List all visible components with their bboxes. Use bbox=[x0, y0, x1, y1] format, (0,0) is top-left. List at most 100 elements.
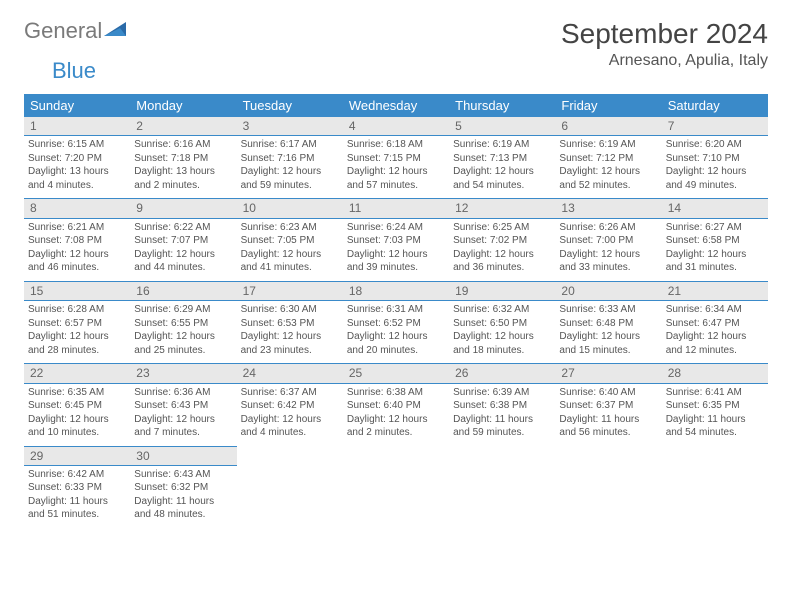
sunrise-line: Sunrise: 6:41 AM bbox=[666, 386, 764, 400]
sunset-line: Sunset: 6:57 PM bbox=[28, 317, 126, 331]
title-block: September 2024 Arnesano, Apulia, Italy bbox=[561, 18, 768, 70]
daylight-line-1: Daylight: 12 hours bbox=[559, 165, 657, 179]
sunset-line: Sunset: 7:07 PM bbox=[134, 234, 232, 248]
day-number-cell: 5 bbox=[449, 117, 555, 136]
sunrise-line: Sunrise: 6:21 AM bbox=[28, 221, 126, 235]
day-number-cell: 18 bbox=[343, 281, 449, 300]
sunset-line: Sunset: 7:10 PM bbox=[666, 152, 764, 166]
daylight-line-2: and 2 minutes. bbox=[134, 179, 232, 193]
day-detail-cell: Sunrise: 6:25 AMSunset: 7:02 PMDaylight:… bbox=[449, 218, 555, 281]
day-number-cell: 14 bbox=[662, 199, 768, 218]
sunrise-line: Sunrise: 6:15 AM bbox=[28, 138, 126, 152]
daylight-line-1: Daylight: 12 hours bbox=[666, 248, 764, 262]
day-detail-row: Sunrise: 6:35 AMSunset: 6:45 PM Daylight:… bbox=[24, 383, 768, 446]
day-number-cell: 11 bbox=[343, 199, 449, 218]
day-number-cell: 20 bbox=[555, 281, 661, 300]
sunset-line: Sunset: 7:20 PM bbox=[28, 152, 126, 166]
daylight-line-2: and 4 minutes. bbox=[28, 179, 126, 193]
sunrise-line: Sunrise: 6:30 AM bbox=[241, 303, 339, 317]
sunset-line: Sunset: 6:37 PM bbox=[559, 399, 657, 413]
sunset-line: Sunset: 7:08 PM bbox=[28, 234, 126, 248]
day-detail-cell bbox=[237, 465, 343, 528]
daylight-line-1: Daylight: 11 hours bbox=[559, 413, 657, 427]
day-detail-cell: Sunrise: 6:31 AMSunset: 6:52 PMDaylight:… bbox=[343, 301, 449, 364]
day-detail-cell: Sunrise: 6:28 AMSunset: 6:57 PMDaylight:… bbox=[24, 301, 130, 364]
day-detail-cell: Sunrise: 6:20 AMSunset: 7:10 PMDaylight:… bbox=[662, 136, 768, 199]
sunset-line: Sunset: 6:45 PM bbox=[28, 399, 126, 413]
daylight-line-1: Daylight: 13 hours bbox=[134, 165, 232, 179]
day-detail-cell: Sunrise: 6:35 AMSunset: 6:45 PMDaylight:… bbox=[24, 383, 130, 446]
day-number-cell: 4 bbox=[343, 117, 449, 136]
day-detail-cell: Sunrise: 6:26 AMSunset: 7:00 PMDaylight:… bbox=[555, 218, 661, 281]
day-number-cell bbox=[237, 446, 343, 465]
daylight-line-2: and 59 minutes. bbox=[453, 426, 551, 440]
day-detail-cell: Sunrise: 6:39 AMSunset: 6:38 PMDaylight:… bbox=[449, 383, 555, 446]
sunset-line: Sunset: 6:33 PM bbox=[28, 481, 126, 495]
daylight-line-2: and 54 minutes. bbox=[453, 179, 551, 193]
daylight-line-1: Daylight: 12 hours bbox=[241, 248, 339, 262]
sunrise-line: Sunrise: 6:27 AM bbox=[666, 221, 764, 235]
daylight-line-2: and 12 minutes. bbox=[666, 344, 764, 358]
daylight-line-1: Daylight: 12 hours bbox=[347, 330, 445, 344]
daylight-line-2: and 51 minutes. bbox=[28, 508, 126, 522]
sunrise-line: Sunrise: 6:29 AM bbox=[134, 303, 232, 317]
daylight-line-2: and 48 minutes. bbox=[134, 508, 232, 522]
sunset-line: Sunset: 6:42 PM bbox=[241, 399, 339, 413]
sunrise-line: Sunrise: 6:24 AM bbox=[347, 221, 445, 235]
day-detail-cell: Sunrise: 6:19 AMSunset: 7:13 PMDaylight:… bbox=[449, 136, 555, 199]
calendar-table: SundayMondayTuesdayWednesdayThursdayFrid… bbox=[24, 94, 768, 528]
daylight-line-1: Daylight: 12 hours bbox=[666, 330, 764, 344]
sunset-line: Sunset: 6:58 PM bbox=[666, 234, 764, 248]
sunset-line: Sunset: 7:02 PM bbox=[453, 234, 551, 248]
day-number-cell: 22 bbox=[24, 364, 130, 383]
daylight-line-2: and 41 minutes. bbox=[241, 261, 339, 275]
day-number-cell: 24 bbox=[237, 364, 343, 383]
day-number-cell: 7 bbox=[662, 117, 768, 136]
daylight-line-2: and 7 minutes. bbox=[134, 426, 232, 440]
day-number-cell: 17 bbox=[237, 281, 343, 300]
day-detail-cell: Sunrise: 6:32 AMSunset: 6:50 PMDaylight:… bbox=[449, 301, 555, 364]
daylight-line-2: and 18 minutes. bbox=[453, 344, 551, 358]
daylight-line-1: Daylight: 11 hours bbox=[666, 413, 764, 427]
sunset-line: Sunset: 6:53 PM bbox=[241, 317, 339, 331]
daylight-line-1: Daylight: 11 hours bbox=[28, 495, 126, 509]
daylight-line-1: Daylight: 12 hours bbox=[559, 330, 657, 344]
sunrise-line: Sunrise: 6:35 AM bbox=[28, 386, 126, 400]
day-number-cell: 13 bbox=[555, 199, 661, 218]
day-number-cell: 16 bbox=[130, 281, 236, 300]
daylight-line-2: and 33 minutes. bbox=[559, 261, 657, 275]
sunset-line: Sunset: 7:15 PM bbox=[347, 152, 445, 166]
daylight-line-2: and 15 minutes. bbox=[559, 344, 657, 358]
day-detail-cell: Sunrise: 6:22 AMSunset: 7:07 PMDaylight:… bbox=[130, 218, 236, 281]
sunrise-line: Sunrise: 6:22 AM bbox=[134, 221, 232, 235]
sunset-line: Sunset: 7:03 PM bbox=[347, 234, 445, 248]
day-detail-cell: Sunrise: 6:40 AMSunset: 6:37 PMDaylight:… bbox=[555, 383, 661, 446]
day-number-row: 1234567 bbox=[24, 117, 768, 136]
daylight-line-2: and 28 minutes. bbox=[28, 344, 126, 358]
logo-triangle-icon bbox=[104, 20, 128, 43]
day-number-cell: 23 bbox=[130, 364, 236, 383]
daylight-line-1: Daylight: 13 hours bbox=[28, 165, 126, 179]
daylight-line-1: Daylight: 12 hours bbox=[453, 330, 551, 344]
sunrise-line: Sunrise: 6:38 AM bbox=[347, 386, 445, 400]
sunrise-line: Sunrise: 6:34 AM bbox=[666, 303, 764, 317]
sunset-line: Sunset: 7:00 PM bbox=[559, 234, 657, 248]
daylight-line-2: and 39 minutes. bbox=[347, 261, 445, 275]
day-number-cell: 3 bbox=[237, 117, 343, 136]
day-number-cell: 30 bbox=[130, 446, 236, 465]
sunset-line: Sunset: 7:16 PM bbox=[241, 152, 339, 166]
day-detail-cell: Sunrise: 6:15 AMSunset: 7:20 PMDaylight:… bbox=[24, 136, 130, 199]
sunset-line: Sunset: 6:38 PM bbox=[453, 399, 551, 413]
day-detail-row: Sunrise: 6:28 AMSunset: 6:57 PMDaylight:… bbox=[24, 301, 768, 364]
day-detail-row: Sunrise: 6:42 AMSunset: 6:33 PMDaylight:… bbox=[24, 465, 768, 528]
day-number-cell: 29 bbox=[24, 446, 130, 465]
daylight-line-1: Daylight: 12 hours bbox=[453, 165, 551, 179]
daylight-line-2: and 46 minutes. bbox=[28, 261, 126, 275]
day-number-cell bbox=[662, 446, 768, 465]
daylight-line-1: Daylight: 12 hours bbox=[134, 248, 232, 262]
day-number-cell: 8 bbox=[24, 199, 130, 218]
daylight-line-2: and 49 minutes. bbox=[666, 179, 764, 193]
day-number-cell bbox=[343, 446, 449, 465]
sunset-line: Sunset: 6:48 PM bbox=[559, 317, 657, 331]
day-number-cell: 21 bbox=[662, 281, 768, 300]
